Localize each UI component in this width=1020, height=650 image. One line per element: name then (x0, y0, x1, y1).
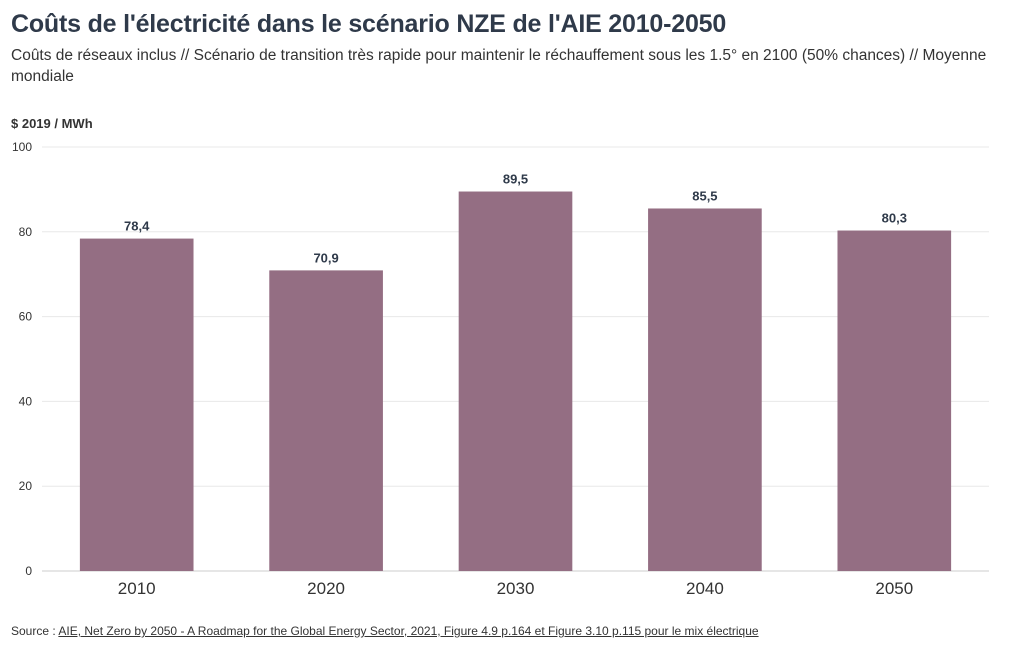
y-tick-label: 40 (19, 394, 33, 408)
bar-value-label: 78,4 (124, 219, 150, 234)
bar (458, 191, 573, 571)
y-tick-label: 80 (19, 225, 33, 239)
source-note: Source : AIE, Net Zero by 2050 - A Roadm… (11, 624, 759, 638)
bar-value-label: 80,3 (882, 211, 907, 226)
y-axis-ticks: 0 20 40 60 80 100 (12, 140, 32, 578)
x-tick-label: 2020 (307, 579, 345, 598)
y-tick-label: 60 (19, 310, 33, 324)
bar-value-label: 89,5 (503, 172, 528, 187)
source-prefix: Source : (11, 624, 59, 638)
bar (648, 208, 762, 572)
y-tick-label: 20 (19, 479, 33, 493)
bars: 78,4 70,9 89,5 85,5 80,3 (79, 172, 952, 572)
bar-value-label: 85,5 (692, 188, 717, 203)
bar (79, 238, 194, 572)
bar (269, 270, 383, 571)
y-tick-label: 100 (12, 140, 32, 154)
x-tick-label: 2010 (118, 579, 156, 598)
x-tick-label: 2030 (497, 579, 535, 598)
x-axis-ticks: 2010 2020 2030 2040 2050 (118, 579, 913, 598)
chart-title: Coûts de l'électricité dans le scénario … (11, 10, 727, 38)
source-link[interactable]: AIE, Net Zero by 2050 - A Roadmap for th… (58, 624, 759, 638)
x-tick-label: 2040 (686, 579, 724, 598)
chart-subtitle: Coûts de réseaux inclus // Scénario de t… (11, 47, 987, 85)
y-tick-label: 0 (25, 564, 32, 578)
bar-value-label: 70,9 (313, 250, 338, 265)
x-tick-label: 2050 (875, 579, 913, 598)
bar (837, 230, 952, 571)
y-axis-unit-label: $ 2019 / MWh (11, 116, 93, 131)
